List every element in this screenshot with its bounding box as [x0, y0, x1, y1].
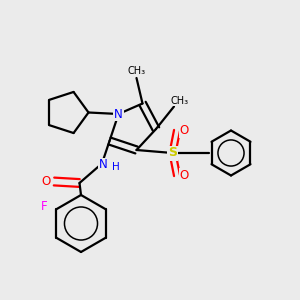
Text: CH₃: CH₃	[171, 95, 189, 106]
Text: O: O	[180, 124, 189, 137]
Text: H: H	[112, 161, 119, 172]
Text: O: O	[180, 169, 189, 182]
Text: F: F	[41, 200, 48, 213]
Text: N: N	[114, 107, 123, 121]
Text: O: O	[42, 175, 51, 188]
Text: S: S	[168, 146, 177, 160]
Text: CH₃: CH₃	[128, 65, 146, 76]
Text: N: N	[99, 158, 108, 172]
